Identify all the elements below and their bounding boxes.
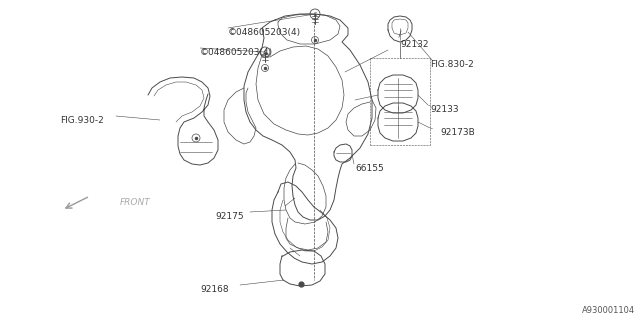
Text: ©048605203(4): ©048605203(4)	[228, 28, 301, 37]
Text: ©048605203(4): ©048605203(4)	[200, 48, 273, 57]
Text: S: S	[313, 12, 317, 17]
Text: 92133: 92133	[430, 105, 459, 114]
Text: A930001104: A930001104	[582, 306, 635, 315]
Text: FIG.930-2: FIG.930-2	[60, 116, 104, 125]
Text: 92173B: 92173B	[440, 128, 475, 137]
Text: 92132: 92132	[400, 40, 429, 49]
Text: 66155: 66155	[355, 164, 384, 173]
Text: S: S	[263, 50, 267, 54]
Text: 92168: 92168	[200, 285, 228, 294]
Text: FIG.830-2: FIG.830-2	[430, 60, 474, 69]
Text: FRONT: FRONT	[120, 198, 151, 207]
Text: 92175: 92175	[215, 212, 244, 221]
